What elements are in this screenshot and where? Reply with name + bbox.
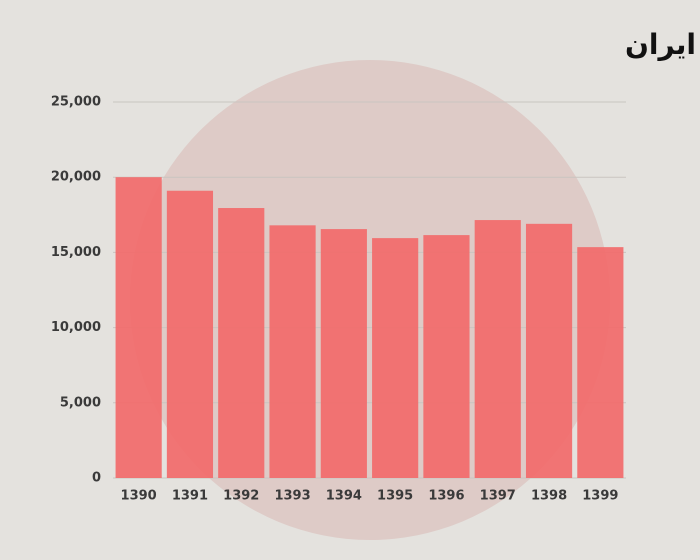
x-tick-label: 1396 bbox=[428, 489, 464, 504]
y-tick-label: 20,000 bbox=[51, 170, 101, 185]
x-tick-label: 1390 bbox=[121, 489, 157, 504]
x-tick-label: 1393 bbox=[274, 489, 310, 504]
bar bbox=[372, 238, 419, 478]
x-tick-label: 1392 bbox=[223, 489, 259, 504]
chart-title: کشته شدگان سوانح رانندگی در ایران bbox=[625, 28, 700, 61]
bar bbox=[320, 229, 367, 478]
y-tick-label: 10,000 bbox=[51, 320, 101, 335]
bar bbox=[115, 177, 162, 478]
x-tick-label: 1394 bbox=[326, 489, 362, 504]
y-tick-label: 25,000 bbox=[51, 95, 101, 110]
bar bbox=[423, 235, 470, 478]
x-tick-label: 1398 bbox=[531, 489, 567, 504]
y-tick-label: 15,000 bbox=[51, 245, 101, 260]
bar bbox=[474, 220, 521, 478]
bar bbox=[525, 223, 573, 478]
bar bbox=[577, 247, 624, 478]
bar bbox=[166, 190, 214, 478]
x-tick-label: 1391 bbox=[172, 489, 208, 504]
bar bbox=[218, 208, 265, 479]
x-tick-label: 1399 bbox=[582, 489, 618, 504]
x-tick-label: 1397 bbox=[480, 489, 516, 504]
y-tick-label: 5,000 bbox=[60, 395, 101, 410]
bar bbox=[269, 225, 316, 478]
x-tick-label: 1395 bbox=[377, 489, 413, 504]
y-tick-label: 0 bbox=[92, 471, 101, 486]
